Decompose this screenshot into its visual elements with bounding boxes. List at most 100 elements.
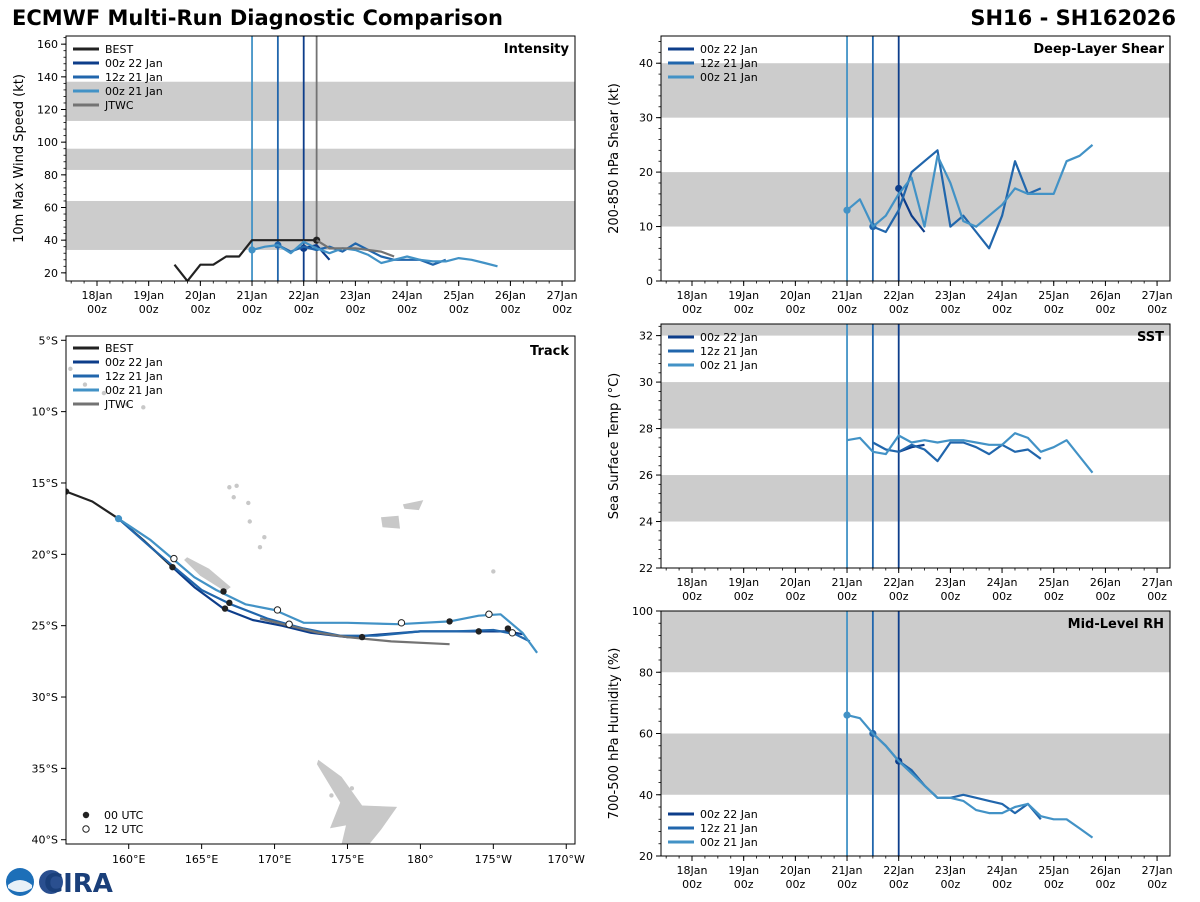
x-tick-hour-1: 00z <box>734 590 754 603</box>
band-2 <box>66 81 575 121</box>
band-0 <box>661 475 1170 522</box>
marker-00utc-1 <box>169 563 176 571</box>
lat-tick-label-7: 40°S <box>32 834 58 847</box>
y-tick-label-5: 32 <box>639 330 653 343</box>
legend-label-2: 12z 21 Jan <box>105 370 163 383</box>
y-tick-label-2: 26 <box>639 469 653 482</box>
series-line-0 <box>173 239 317 281</box>
lat-tick-label-0: 5°S <box>39 334 58 347</box>
x-tick-day-6: 24Jan <box>987 864 1018 877</box>
y-tick-label-1: 40 <box>639 789 653 802</box>
x-tick-day-9: 27Jan <box>1142 289 1173 302</box>
x-tick-hour-3: 00z <box>837 590 857 603</box>
legend-label-2: 00z 21 Jan <box>700 359 758 372</box>
legend-label-0: BEST <box>105 342 133 355</box>
x-tick-hour-6: 00z <box>992 303 1012 316</box>
x-tick-day-4: 22Jan <box>883 864 914 877</box>
x-tick-hour-6: 00z <box>397 303 417 316</box>
nesdis-emblem-icon <box>39 870 63 894</box>
y-tick-label-3: 80 <box>639 666 653 679</box>
lat-tick-label-2: 15°S <box>32 477 58 490</box>
island-dot-12 <box>491 569 496 574</box>
track-line-0 <box>66 490 174 569</box>
y-tick-label-2: 60 <box>44 202 58 215</box>
island-dot-10 <box>262 535 267 540</box>
panel-intensity: 2040608010012014016018Jan00z19Jan00z20Ja… <box>12 35 578 316</box>
marker-12utc-1 <box>273 606 282 614</box>
series-line-3 <box>251 240 498 268</box>
x-tick-day-9: 27Jan <box>1142 864 1173 877</box>
x-tick-day-2: 20Jan <box>780 289 811 302</box>
panel-frame <box>65 335 576 845</box>
x-tick-hour-1: 00z <box>734 303 754 316</box>
y-tick-label-3: 80 <box>44 169 58 182</box>
x-tick-day-3: 21Jan <box>832 864 863 877</box>
x-tick-day-0: 18Jan <box>677 576 708 589</box>
band-1 <box>661 63 1170 118</box>
x-tick-hour-2: 00z <box>190 303 210 316</box>
x-tick-day-8: 26Jan <box>495 289 526 302</box>
lon-tick-label-6: 170°W <box>548 853 585 866</box>
x-tick-hour-7: 00z <box>1044 303 1064 316</box>
panel-track: 5°S 10°S 15°S 20°S 25°S 30°S 35°S 40°S 160°E 165°… <box>32 334 586 866</box>
series-line-2 <box>846 714 1094 839</box>
x-tick-day-6: 24Jan <box>392 289 423 302</box>
legend-00utc-label: 00 UTC <box>104 809 144 822</box>
series-start-marker-3 <box>248 246 256 254</box>
band-0 <box>661 172 1170 227</box>
x-tick-day-1: 19Jan <box>728 576 759 589</box>
x-tick-hour-0: 00z <box>87 303 107 316</box>
panel-title: Deep-Layer Shear <box>1033 42 1164 57</box>
island-dot-0 <box>68 366 73 372</box>
x-tick-day-1: 19Jan <box>728 864 759 877</box>
y-tick-label-4: 100 <box>632 605 653 618</box>
logo-graphic: CIRA <box>6 868 113 899</box>
series-start-marker-2 <box>843 206 851 214</box>
panel-title: Mid-Level RH <box>1068 617 1164 632</box>
x-tick-day-5: 23Jan <box>935 576 966 589</box>
island-dot-6 <box>231 495 236 500</box>
panel-title: Track <box>530 344 569 359</box>
legend-label-0: BEST <box>105 43 133 56</box>
x-tick-day-7: 25Jan <box>1038 864 1069 877</box>
marker-12utc-2 <box>285 620 293 628</box>
x-tick-hour-4: 00z <box>294 303 314 316</box>
panel-sst: 22242628303218Jan00z19Jan00z20Jan00z21Ja… <box>607 323 1173 603</box>
panel-frame <box>65 35 576 282</box>
x-tick-hour-0: 00z <box>682 303 702 316</box>
legend-00utc-marker <box>82 811 90 819</box>
legend-label-3: 00z 21 Jan <box>105 85 163 98</box>
track-map-area <box>66 366 538 844</box>
fiji-viti-levu-shape <box>381 515 400 529</box>
y-tick-label-0: 20 <box>44 267 58 280</box>
x-tick-hour-0: 00z <box>682 878 702 891</box>
series-group <box>173 236 498 281</box>
x-tick-hour-7: 00z <box>449 303 469 316</box>
x-tick-hour-9: 00z <box>1147 303 1167 316</box>
x-tick-day-7: 25Jan <box>1038 576 1069 589</box>
x-tick-day-5: 23Jan <box>935 289 966 302</box>
marker-00utc-2 <box>220 588 227 595</box>
legend-label-1: 12z 21 Jan <box>700 57 758 70</box>
x-tick-day-2: 20Jan <box>780 864 811 877</box>
legend-label-1: 12z 21 Jan <box>700 345 758 358</box>
x-tick-hour-2: 00z <box>785 590 805 603</box>
x-tick-day-7: 25Jan <box>1038 289 1069 302</box>
lon-tick-label-5: 175°W <box>475 853 512 866</box>
island-dot-3 <box>125 402 130 407</box>
y-tick-label-1: 24 <box>639 516 653 529</box>
y-tick-label-1: 40 <box>44 234 58 247</box>
series-group <box>843 711 1094 839</box>
panel-frame <box>660 35 1171 282</box>
svg-text:CIRA: CIRA <box>44 869 113 898</box>
lon-tick-label-4: 180° <box>407 853 434 866</box>
y-tick-label-2: 20 <box>639 166 653 179</box>
y-tick-label-3: 28 <box>639 423 653 436</box>
legend-label-0: 00z 22 Jan <box>700 331 758 344</box>
marker-00utc-4 <box>226 599 233 607</box>
island-dot-2 <box>101 390 107 396</box>
legend-label-1: 12z 21 Jan <box>700 822 758 835</box>
